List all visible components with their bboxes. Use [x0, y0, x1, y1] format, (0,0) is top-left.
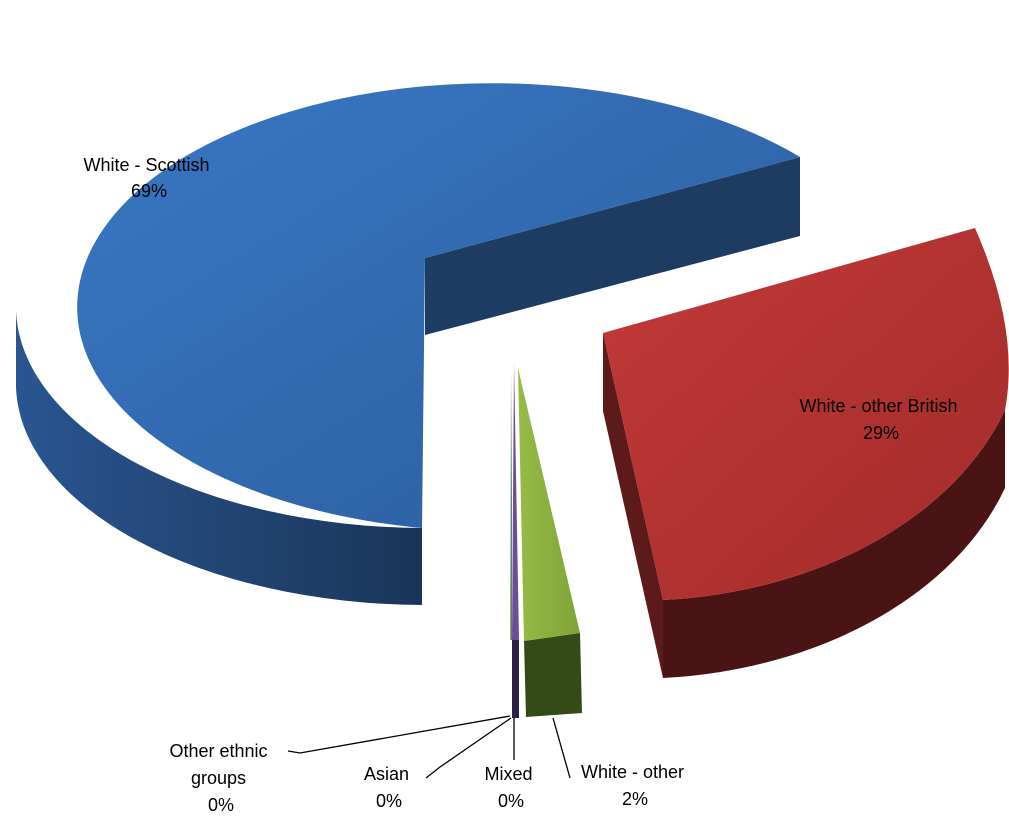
label-mixed-line-1: Mixed — [484, 764, 532, 784]
slice-other-ethnic-groups[interactable] — [510, 372, 511, 640]
label-mixed-line-2: 0% — [498, 791, 524, 811]
slice-white-other-british-inner-wall — [603, 333, 663, 678]
label-mixed: Mixed 0% — [484, 764, 537, 811]
label-white-other: White - other 2% — [581, 762, 689, 809]
leader-lines — [287, 715, 571, 779]
slice-mixed[interactable] — [512, 362, 519, 718]
label-white-scottish-line-2: 69% — [131, 181, 167, 201]
slice-white-other[interactable] — [518, 368, 582, 717]
slice-white-other-side — [524, 633, 582, 717]
label-white-other-british-line-2: 29% — [863, 423, 899, 443]
label-white-other-british: White - other British 29% — [799, 396, 962, 443]
label-white-scottish-line-1: White - Scottish — [83, 155, 209, 175]
slice-white-other-british-top — [603, 228, 1009, 600]
slice-white-other-british-side — [663, 410, 1005, 678]
slice-white-scottish-top — [77, 83, 800, 529]
label-asian: Asian 0% — [364, 764, 414, 811]
slice-mixed-top — [512, 362, 519, 640]
label-white-scottish: White - Scottish 69% — [83, 155, 214, 201]
leader-line-other-ethnic-groups — [287, 715, 511, 754]
label-asian-line-2: 0% — [376, 791, 402, 811]
label-asian-line-1: Asian — [364, 764, 409, 784]
label-white-other-british-line-1: White - other British — [799, 396, 957, 416]
label-other-ethnic-groups-line-1: Other ethnic — [169, 741, 267, 761]
label-white-other-line-2: 2% — [622, 789, 648, 809]
slice-white-scottish-side — [16, 310, 422, 605]
leader-line-white-other — [552, 717, 571, 779]
slice-white-other-british[interactable] — [603, 228, 1009, 678]
slice-white-scottish[interactable] — [16, 83, 800, 605]
label-white-other-line-1: White - other — [581, 762, 684, 782]
slice-white-scottish-inner-wall — [425, 157, 800, 335]
label-other-ethnic-groups-line-3: 0% — [208, 795, 234, 815]
label-other-ethnic-groups: Other ethnic groups 0% — [169, 741, 272, 815]
leader-line-asian — [425, 717, 512, 779]
slice-mixed-side — [512, 640, 519, 718]
label-other-ethnic-groups-line-2: groups — [191, 768, 246, 788]
slice-other-ethnic-groups-top — [510, 372, 511, 640]
slice-white-other-top — [518, 368, 580, 641]
